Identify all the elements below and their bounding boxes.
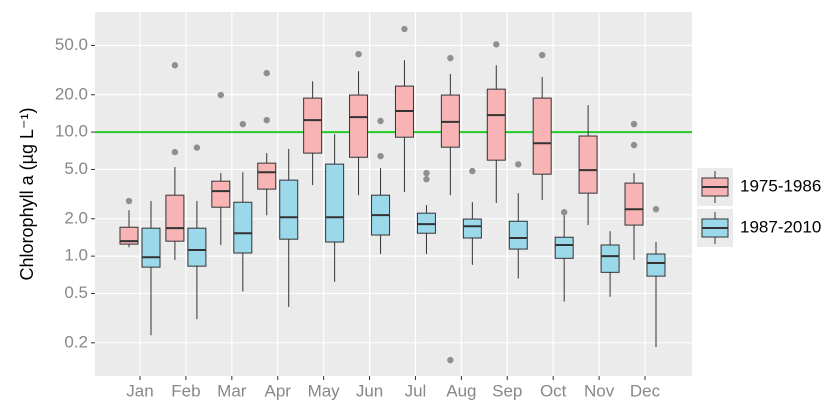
outlier (423, 169, 430, 177)
y-tick-label: 50.0 (55, 35, 88, 54)
y-tick-label: 20.0 (55, 84, 88, 103)
panel (95, 12, 692, 376)
box (600, 244, 620, 273)
outlier (263, 116, 270, 124)
box (141, 227, 161, 268)
outlier (560, 209, 568, 216)
box (303, 97, 323, 154)
outlier (171, 62, 179, 69)
outlier (447, 356, 454, 364)
y-tick-label: 0.5 (64, 283, 88, 302)
outlier (171, 148, 179, 156)
x-tick-label: Nov (584, 381, 615, 400)
box (233, 201, 253, 254)
outlier (493, 41, 500, 48)
outlier (263, 69, 270, 77)
box (554, 236, 574, 259)
outlier (652, 205, 660, 213)
outlier (355, 50, 362, 58)
outlier (193, 144, 201, 151)
outlier (217, 91, 225, 99)
box (325, 163, 345, 243)
box (578, 135, 598, 194)
outlier (447, 54, 454, 62)
outlier (423, 176, 430, 183)
box (624, 182, 644, 226)
y-tick-label: 1.0 (64, 246, 88, 265)
x-tick-label: Dec (630, 381, 661, 400)
box (119, 226, 139, 245)
box (257, 162, 277, 190)
box (279, 179, 299, 240)
x-tick-label: Sep (492, 381, 522, 400)
y-tick-label: 10.0 (55, 122, 88, 141)
outlier (401, 25, 408, 33)
x-tick-label: Oct (540, 381, 567, 400)
x-tick-label: Feb (171, 381, 200, 400)
x-tick-label: Apr (264, 381, 291, 400)
box (349, 94, 369, 158)
x-tick-label: May (308, 381, 341, 400)
y-tick-label: 5.0 (64, 159, 88, 178)
y-tick-label: 2.0 (64, 208, 88, 227)
outlier (469, 167, 476, 175)
x-tick-label: Aug (446, 381, 476, 400)
outlier (377, 117, 384, 125)
x-tick-label: Jun (356, 381, 383, 400)
outlier (630, 120, 638, 128)
outlier (630, 141, 638, 149)
x-tick-label: Jan (126, 381, 153, 400)
legend-label: 1975-1986 (740, 176, 821, 195)
outlier (515, 161, 522, 168)
box (508, 220, 528, 250)
outlier (377, 152, 384, 160)
box (646, 253, 666, 277)
box (486, 88, 506, 161)
x-tick-label: Jul (405, 381, 427, 400)
box (165, 194, 185, 242)
x-tick-label: Mar (217, 381, 247, 400)
y-tick-label: 0.2 (64, 332, 88, 351)
box (532, 97, 552, 175)
outlier (239, 120, 247, 128)
legend-label: 1987-2010 (740, 217, 821, 236)
y-axis-label: Chlorophyll a (µg L⁻¹) (17, 108, 37, 281)
box (211, 180, 231, 208)
box (462, 218, 482, 239)
outlier (538, 51, 546, 59)
box (187, 227, 207, 267)
outlier (125, 197, 133, 205)
